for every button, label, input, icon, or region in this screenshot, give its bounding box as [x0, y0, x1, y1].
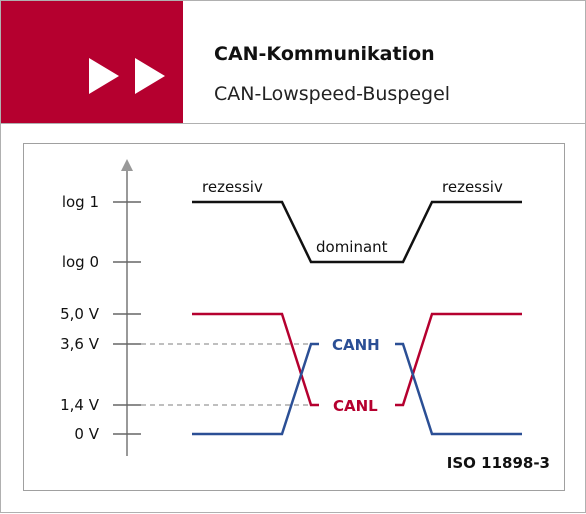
header-accent-block	[1, 1, 183, 123]
canh-trace-right	[395, 342, 522, 436]
page-subtitle: CAN-Lowspeed-Buspegel	[214, 83, 451, 105]
diagram-panel	[23, 143, 565, 491]
logic-level-trace	[192, 200, 522, 264]
label-1-4v: 1,4 V	[60, 396, 100, 414]
label-canl: CANL	[333, 397, 378, 415]
fast-forward-icon	[89, 58, 165, 94]
label-3-6v: 3,6 V	[60, 335, 100, 353]
label-canh: CANH	[332, 336, 380, 354]
label-log1: log 1	[62, 193, 99, 211]
label-recessive-left: rezessiv	[202, 178, 263, 196]
canh-trace-left	[192, 342, 319, 436]
label-log0: log 0	[62, 253, 99, 271]
page-title: CAN-Kommunikation	[214, 43, 435, 65]
y-axis-arrow-icon	[121, 159, 133, 171]
label-dominant: dominant	[316, 238, 388, 256]
header: CAN-Kommunikation CAN-Lowspeed-Buspegel	[1, 1, 585, 124]
canl-trace-left	[192, 312, 319, 407]
canl-trace-right	[395, 312, 522, 407]
label-0v: 0 V	[74, 425, 99, 443]
label-recessive-right: rezessiv	[442, 178, 503, 196]
label-5v: 5,0 V	[60, 305, 100, 323]
standard-label: ISO 11898-3	[447, 454, 550, 472]
